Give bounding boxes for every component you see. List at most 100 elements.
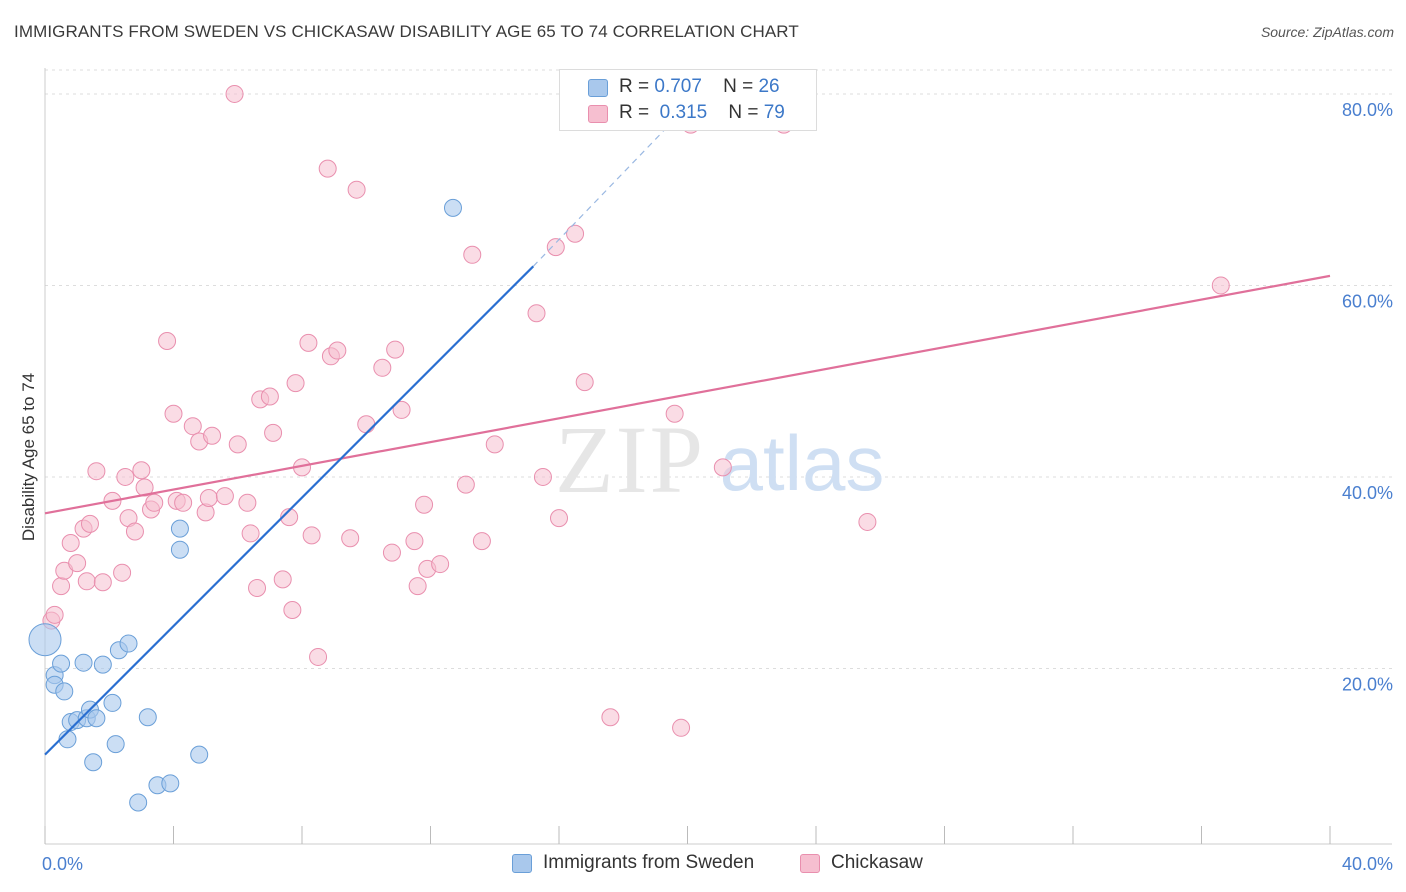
chickasaw-point <box>299 333 318 352</box>
chickasaw-point <box>472 532 491 551</box>
chickasaw-point <box>318 159 337 178</box>
correlation-legend: R = 0.707 N = 26 R = 0.315 N = 79 <box>559 69 817 131</box>
chickasaw-point <box>485 435 504 454</box>
chickasaw-point <box>456 475 475 494</box>
chickasaw-point <box>672 718 691 737</box>
y-tick-label: 40.0% <box>1342 483 1393 503</box>
chickasaw-point <box>408 577 427 596</box>
x-tick-label: 40.0% <box>1342 854 1393 874</box>
sweden-point <box>52 654 71 673</box>
legend-text-chickasaw: R = 0.315 N = 79 <box>619 102 785 124</box>
sweden-point <box>106 735 125 754</box>
chickasaw-point <box>415 495 434 514</box>
sweden-swatch-icon <box>512 854 532 873</box>
watermark-zip: ZIP <box>555 406 705 513</box>
chickasaw-point <box>328 341 347 360</box>
sweden-point <box>87 709 106 728</box>
y-axis-label: Disability Age 65 to 74 <box>19 373 38 541</box>
chickasaw-point <box>431 555 450 574</box>
chickasaw-point <box>80 514 99 533</box>
chickasaw-point <box>183 417 202 436</box>
chickasaw-point <box>199 489 218 508</box>
grid-lines <box>45 69 1392 669</box>
trend-lines <box>44 122 1331 756</box>
chickasaw-point <box>858 512 877 531</box>
chickasaw-point <box>527 304 546 323</box>
sweden-point <box>443 198 462 217</box>
chickasaw-point <box>125 522 144 541</box>
chickasaw-point <box>113 563 132 582</box>
chickasaw-point <box>145 493 164 512</box>
sweden-point <box>190 745 209 764</box>
chickasaw-point <box>347 180 366 199</box>
n-label: N = <box>723 76 754 97</box>
axes <box>44 68 1392 845</box>
n-value: 79 <box>763 102 785 123</box>
chickasaw-point <box>273 570 292 589</box>
r-label: R = <box>619 76 650 97</box>
chickasaw-point <box>203 426 222 445</box>
chickasaw-points <box>42 84 1230 737</box>
chickasaw-point <box>68 554 87 573</box>
chickasaw-point <box>283 601 302 620</box>
chickasaw-point <box>713 458 732 477</box>
n-label: N = <box>728 102 759 123</box>
chickasaw-point <box>52 577 71 596</box>
chickasaw-point <box>550 509 568 528</box>
chickasaw-point <box>386 340 405 359</box>
sweden-trend-line <box>44 265 535 756</box>
chickasaw-point <box>575 373 594 392</box>
chickasaw-point <box>241 524 260 543</box>
sweden-point <box>93 655 112 674</box>
sweden-point <box>161 774 180 793</box>
chickasaw-point <box>61 534 80 553</box>
chickasaw-point <box>260 387 279 406</box>
chickasaw-swatch-icon <box>588 105 608 123</box>
r-value: 0.315 <box>659 102 708 123</box>
chickasaw-point <box>302 526 321 545</box>
chickasaw-point <box>87 462 106 481</box>
sweden-point <box>74 653 93 672</box>
sweden-point <box>119 634 138 653</box>
legend-text-sweden: R = 0.707 N = 26 <box>619 76 780 98</box>
chickasaw-point <box>93 573 112 592</box>
chickasaw-point <box>463 245 482 264</box>
chickasaw-swatch-icon <box>800 854 820 873</box>
chickasaw-point <box>225 84 244 103</box>
chickasaw-point <box>665 404 684 423</box>
chickasaw-point <box>405 532 424 551</box>
sweden-swatch-icon <box>588 79 608 97</box>
sweden-point <box>28 623 62 657</box>
chickasaw-point <box>228 435 247 454</box>
watermark-atlas: atlas <box>720 419 885 507</box>
sweden-point <box>170 540 189 559</box>
chickasaw-point <box>280 508 299 527</box>
bottom-legend-label-sweden: Immigrants from Sweden <box>543 852 755 873</box>
y-tick-label: 20.0% <box>1342 674 1393 694</box>
sweden-point <box>138 708 157 727</box>
chickasaw-point <box>215 487 234 506</box>
chickasaw-point <box>373 358 392 377</box>
chickasaw-point <box>533 467 552 486</box>
sweden-point <box>103 693 122 712</box>
chickasaw-point <box>382 543 401 562</box>
chickasaw-point <box>286 374 305 393</box>
chickasaw-point <box>601 708 620 727</box>
chickasaw-point <box>132 461 151 480</box>
n-value: 26 <box>758 76 780 97</box>
chickasaw-point <box>158 331 177 350</box>
chickasaw-point <box>546 238 565 257</box>
chickasaw-point <box>164 404 183 423</box>
chickasaw-point <box>357 415 376 434</box>
chickasaw-point <box>174 493 193 512</box>
chickasaw-trend-line <box>44 274 1331 515</box>
bottom-legend-label-chickasaw: Chickasaw <box>831 852 923 873</box>
chickasaw-point <box>116 467 135 486</box>
chickasaw-point <box>238 493 257 512</box>
source-label: Source: ZipAtlas.com <box>1260 24 1394 40</box>
sweden-point <box>55 682 74 701</box>
sweden-trend-extension <box>532 122 672 267</box>
tick-labels: 20.0% 40.0% 60.0% 80.0% 0.0% 40.0% <box>42 100 1393 874</box>
sweden-point <box>84 753 103 772</box>
